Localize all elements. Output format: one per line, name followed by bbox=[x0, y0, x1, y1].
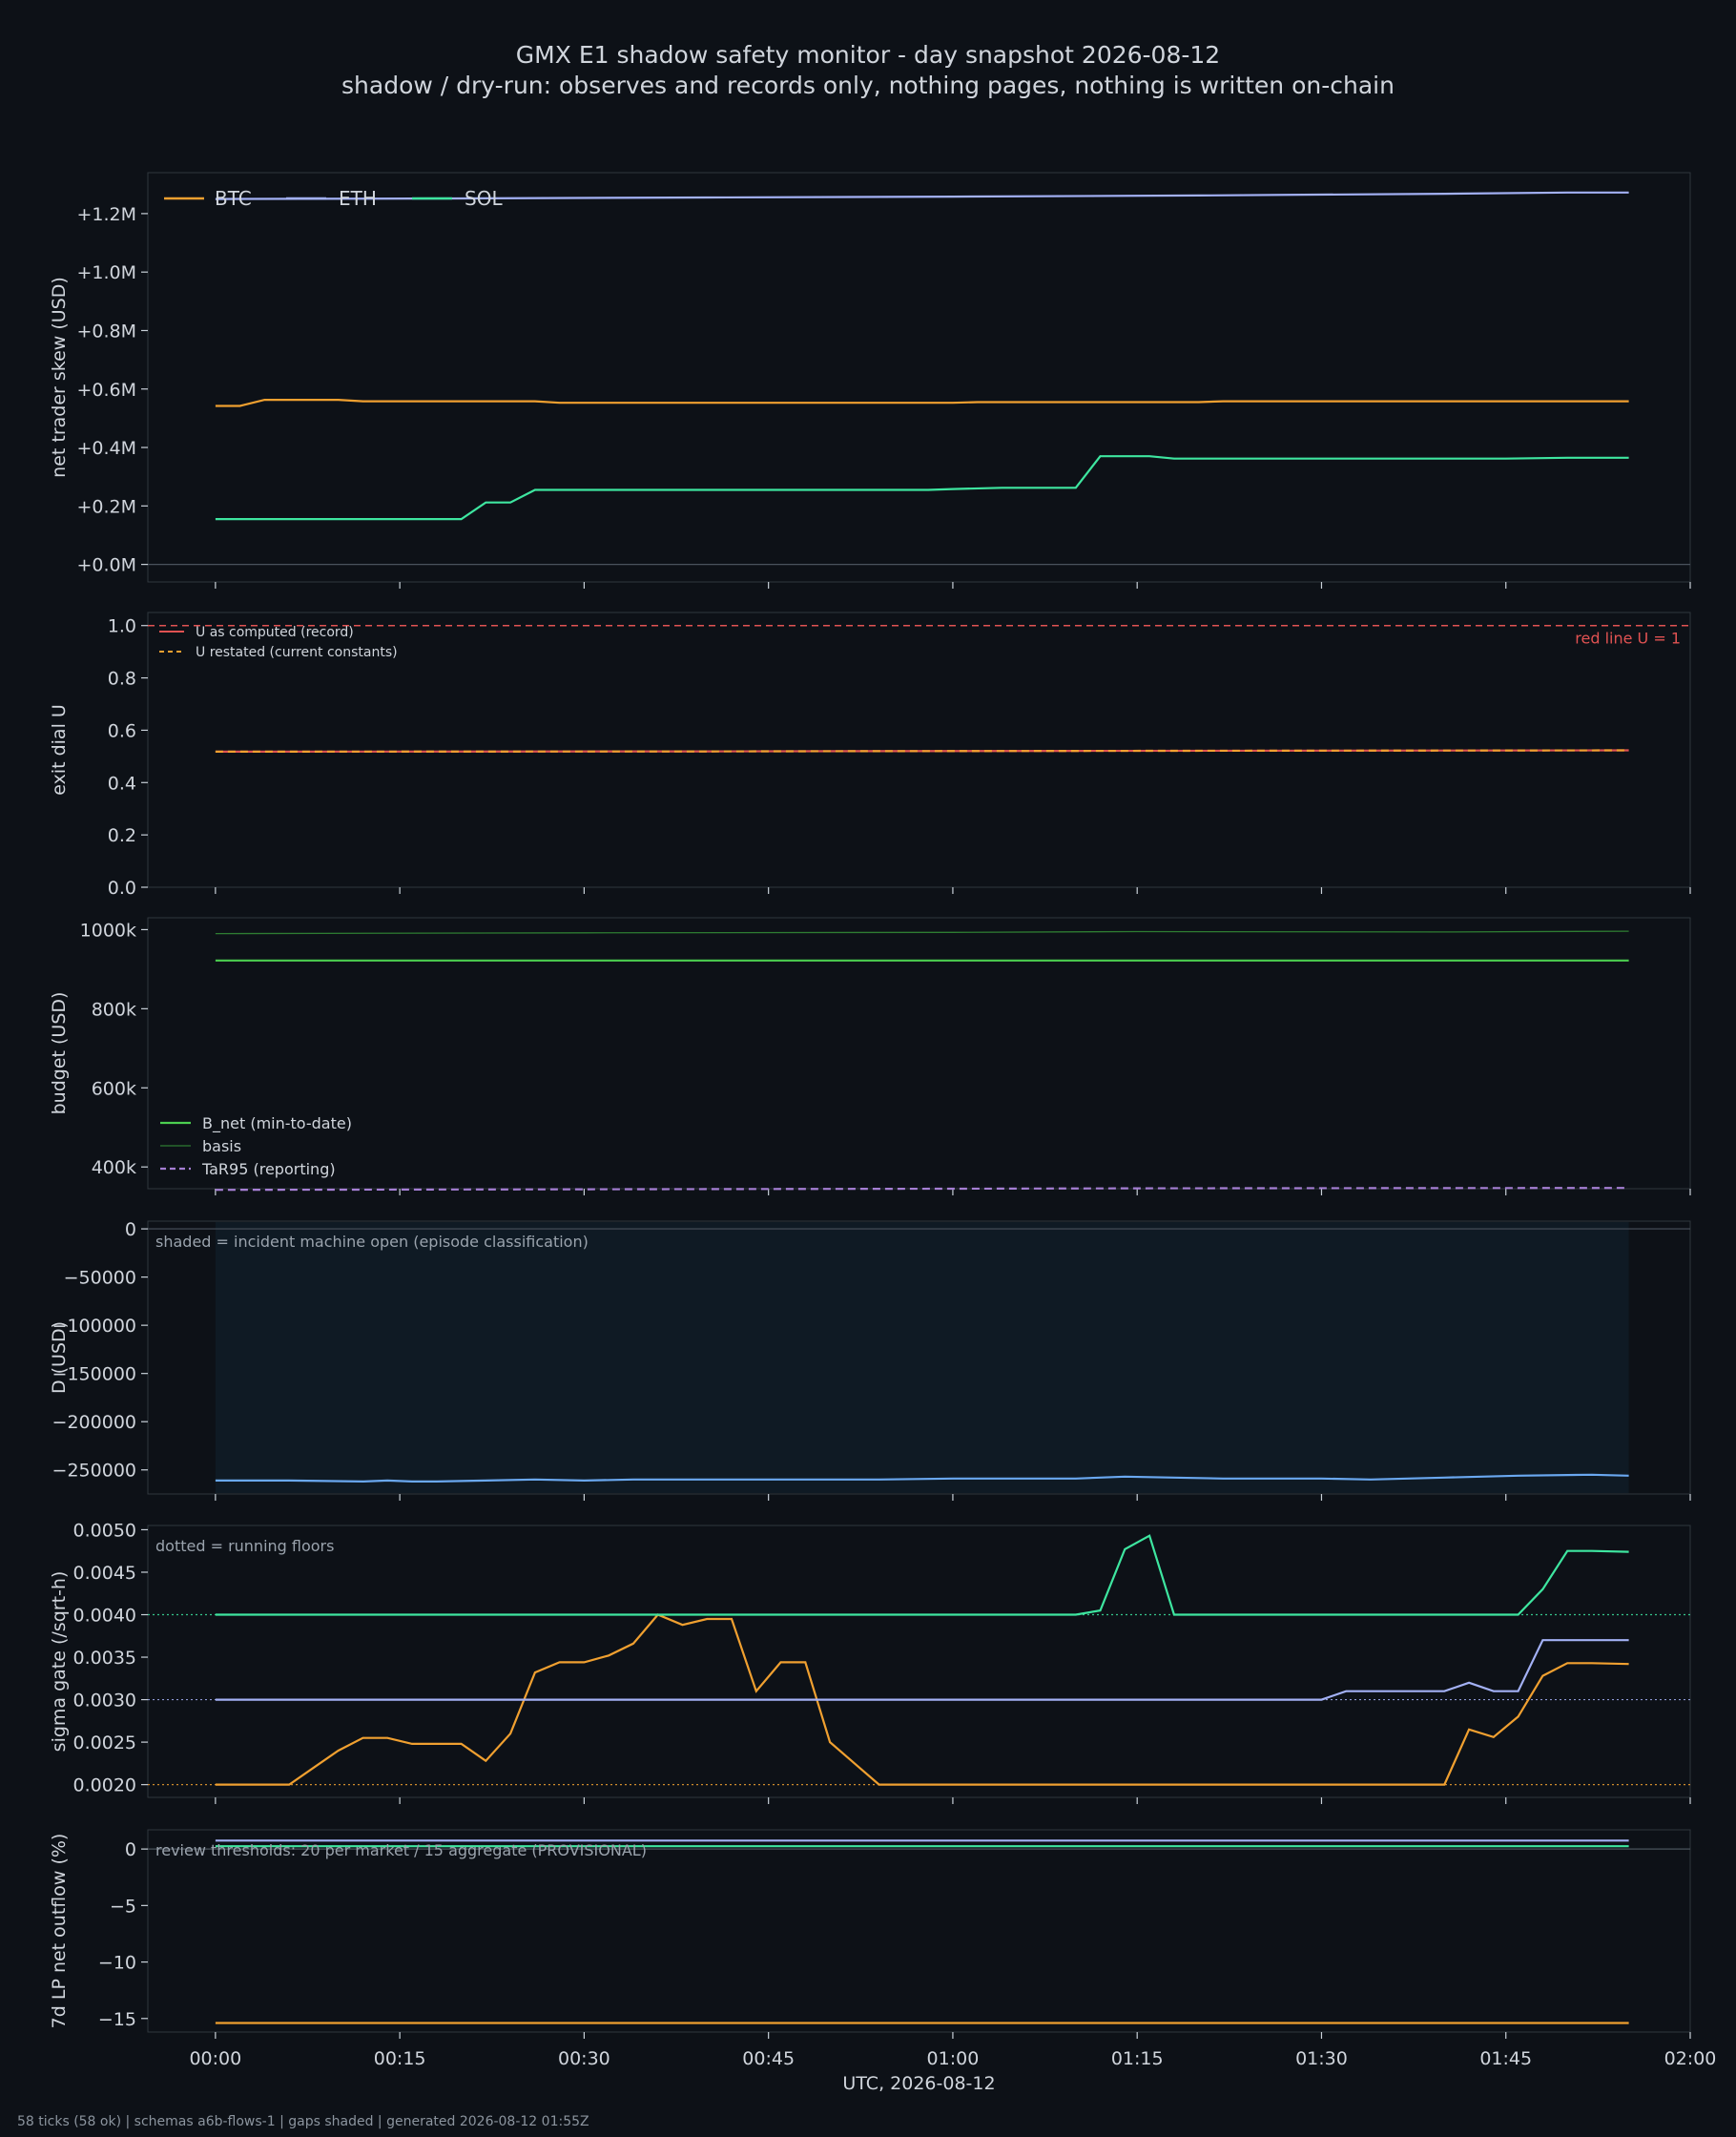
series-line-d bbox=[215, 1473, 1629, 1483]
y-axis-label: net trader skew (USD) bbox=[49, 277, 70, 478]
panel-frame bbox=[147, 172, 1691, 583]
panel-6: 0 −5 −10 −15 7d LP net outflow (%) review thr… bbox=[49, 1829, 1691, 2039]
y-tick-label: 0.0045 bbox=[73, 1563, 136, 1584]
y-tick-label: −200000 bbox=[52, 1412, 136, 1433]
panel-annotation: dotted = running floors bbox=[155, 1537, 334, 1555]
legend-label: TaR95 (reporting) bbox=[201, 1160, 336, 1178]
legend-label: B_net (min-to-date) bbox=[202, 1114, 352, 1133]
y-tick-label: +1.0M bbox=[76, 262, 136, 283]
y-tick-label: +0.6M bbox=[76, 380, 136, 401]
y-tick-label: −10 bbox=[98, 1953, 136, 1974]
y-tick-label: −5 bbox=[110, 1896, 136, 1917]
panel-1: +0.0M +0.2M +0.4M +0.6M +0.8M +1.0M +1.2M net t… bbox=[49, 172, 1691, 589]
legend-label: U restated (current constants) bbox=[196, 645, 398, 660]
series-line-tar95-reporting- bbox=[215, 1187, 1629, 1192]
y-tick-label: 0.0020 bbox=[73, 1775, 136, 1796]
series-line-sol bbox=[215, 455, 1629, 521]
x-tick-label: 01:15 bbox=[1111, 2048, 1164, 2069]
incident-shade bbox=[215, 1222, 1629, 1493]
y-tick-label: 800k bbox=[92, 999, 136, 1020]
y-axis-label: 7d LP net outflow (%) bbox=[49, 1834, 70, 2029]
y-tick-label: 0 bbox=[125, 1839, 136, 1860]
x-tick-label: 00:45 bbox=[742, 2048, 795, 2069]
y-tick-label: −150000 bbox=[52, 1364, 136, 1385]
y-tick-label: 0.0040 bbox=[73, 1606, 136, 1627]
legend-label: basis bbox=[202, 1137, 241, 1155]
y-tick-label: 0.2 bbox=[108, 825, 136, 846]
panel-annotation: shaded = incident machine open (episode … bbox=[155, 1233, 589, 1251]
x-tick-label: 01:45 bbox=[1479, 2048, 1532, 2069]
series-line-u-restated-current-constants- bbox=[215, 749, 1629, 754]
panel-frame bbox=[147, 1829, 1691, 2033]
figure-subtitle: shadow / dry-run: observes and records o… bbox=[341, 72, 1395, 99]
y-tick-label: +0.0M bbox=[76, 555, 136, 576]
series-line-btc bbox=[215, 1613, 1629, 1786]
panel-5: 0.0020 0.0025 0.0030 0.0035 0.0040 0.0045 0.00… bbox=[49, 1520, 1691, 1804]
y-tick-label: +0.8M bbox=[76, 321, 136, 342]
x-axis: 00:00 00:15 00:30 00:45 01:00 01:15 01:30 01:45… bbox=[189, 2048, 1716, 2094]
x-tick-label: 01:00 bbox=[927, 2048, 980, 2069]
y-tick-label: 0.0050 bbox=[73, 1520, 136, 1541]
y-axis-label: sigma gate (/sqrt-h) bbox=[49, 1571, 70, 1753]
footer-status: 58 ticks (58 ok) | schemas a6b-flows-1 |… bbox=[17, 2114, 589, 2129]
series-line-eth bbox=[215, 1639, 1629, 1701]
y-tick-label: 0 bbox=[125, 1219, 136, 1240]
x-tick-label: 00:30 bbox=[558, 2048, 610, 2069]
y-axis-label: budget (USD) bbox=[49, 992, 70, 1115]
y-axis-label: D (USD) bbox=[49, 1321, 70, 1394]
panel-3: 400k 600k 800k 1000k budget (USD) B_net (min-… bbox=[49, 917, 1691, 1195]
y-tick-label: 0.6 bbox=[108, 720, 136, 741]
panel-frame bbox=[147, 1525, 1691, 1798]
legend-label: U as computed (record) bbox=[196, 625, 354, 640]
panel-annotation: review thresholds: 20 per market / 15 ag… bbox=[155, 1841, 647, 1859]
panel-frame bbox=[147, 917, 1691, 1190]
y-tick-label: +0.2M bbox=[76, 496, 136, 517]
y-tick-label: 0.4 bbox=[108, 773, 136, 794]
series-line-eth bbox=[215, 191, 1629, 200]
y-tick-label: 600k bbox=[92, 1078, 136, 1099]
y-tick-label: −15 bbox=[98, 2009, 136, 2030]
x-axis-label: UTC, 2026-08-12 bbox=[842, 2073, 995, 2094]
red-line-label: red line U = 1 bbox=[1575, 630, 1681, 648]
legend-label: ETH bbox=[339, 187, 377, 210]
y-tick-label: −50000 bbox=[64, 1268, 136, 1289]
legend-label: SOL bbox=[465, 187, 503, 210]
y-tick-label: −100000 bbox=[52, 1316, 136, 1337]
series-line-btc bbox=[215, 399, 1629, 407]
panel-2: 0.0 0.2 0.4 0.6 0.8 1.0 exit dial U red line U … bbox=[49, 612, 1691, 899]
y-tick-label: +1.2M bbox=[76, 204, 136, 225]
y-tick-label: −250000 bbox=[52, 1461, 136, 1482]
x-tick-label: 00:00 bbox=[189, 2048, 241, 2069]
legend-label: BTC bbox=[215, 187, 252, 210]
figure-title: GMX E1 shadow safety monitor - day snaps… bbox=[516, 41, 1220, 69]
y-tick-label: 0.0035 bbox=[73, 1648, 136, 1669]
y-tick-label: 1.0 bbox=[108, 616, 136, 637]
series-line-basis bbox=[215, 930, 1629, 935]
x-tick-label: 00:15 bbox=[374, 2048, 426, 2069]
y-tick-label: 0.0025 bbox=[73, 1732, 136, 1753]
y-axis-label: exit dial U bbox=[49, 704, 70, 796]
y-tick-label: 0.8 bbox=[108, 669, 136, 690]
x-tick-label: 02:00 bbox=[1664, 2048, 1717, 2069]
y-tick-label: 0.0030 bbox=[73, 1691, 136, 1712]
y-tick-label: 0.0 bbox=[108, 878, 136, 899]
y-tick-label: 400k bbox=[92, 1157, 136, 1178]
x-tick-label: 01:30 bbox=[1295, 2048, 1348, 2069]
y-tick-label: +0.4M bbox=[76, 438, 136, 459]
y-tick-label: 1000k bbox=[80, 920, 136, 941]
series-line-sol bbox=[215, 1534, 1629, 1616]
panel-4: 0 −50000 −100000 −150000 −200000 −250000 D (US… bbox=[49, 1219, 1691, 1501]
